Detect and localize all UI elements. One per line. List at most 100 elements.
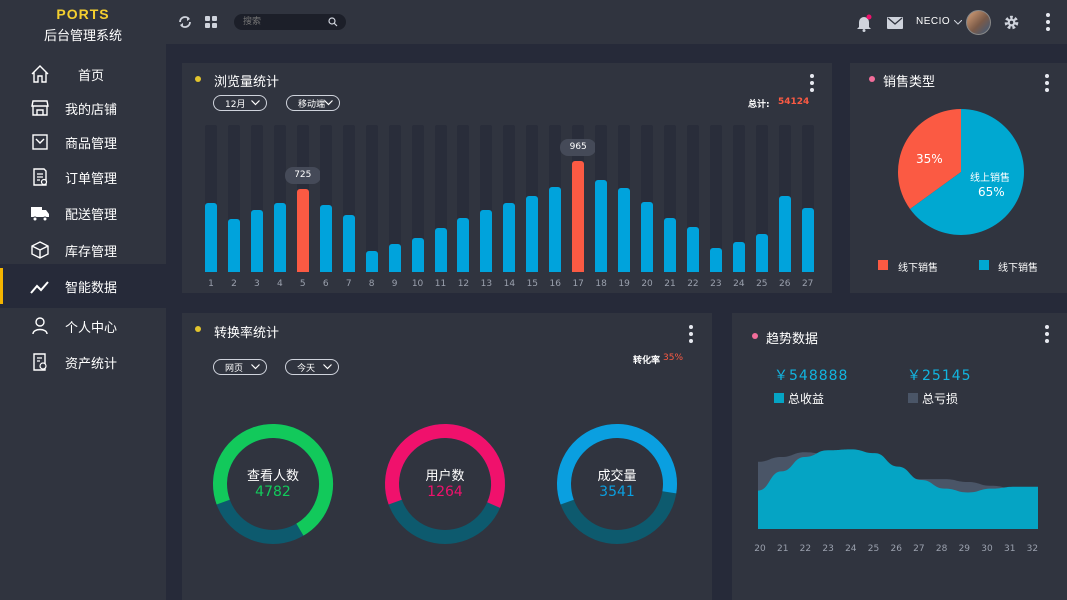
trend-icon bbox=[30, 281, 49, 294]
search-icon[interactable] bbox=[328, 17, 338, 27]
chevron-down-icon bbox=[251, 364, 260, 370]
bar-value-label: 965 bbox=[560, 139, 597, 157]
bar-6[interactable] bbox=[319, 205, 332, 272]
ring-deals: 成交量 3541 bbox=[556, 423, 678, 545]
x-tick-label: 27 bbox=[801, 279, 814, 289]
ring-label: 用户数 bbox=[425, 469, 465, 484]
x-tick-label: 10 bbox=[411, 279, 424, 289]
sidebar-item-home[interactable]: 首页 bbox=[0, 56, 166, 92]
sidebar-item-products[interactable]: 商品管理 bbox=[0, 124, 166, 160]
sales-more-icon[interactable] bbox=[1045, 74, 1049, 92]
ring-value: 3541 bbox=[599, 484, 635, 500]
bar-8[interactable] bbox=[365, 251, 378, 272]
brand-logo: PORTS bbox=[56, 6, 110, 22]
bar-4[interactable] bbox=[273, 203, 286, 272]
income-value: ￥548888 bbox=[774, 368, 849, 384]
trend-area-chart: 20 21 22 23 24 25 26 27 28 29 30 31 32 bbox=[754, 449, 1038, 554]
bar-11[interactable] bbox=[434, 228, 447, 272]
ring-label: 成交量 bbox=[597, 469, 637, 484]
sidebar-item-inventory[interactable]: 库存管理 bbox=[0, 232, 166, 268]
x-tick-label: 25 bbox=[756, 279, 768, 289]
box-icon bbox=[31, 241, 49, 259]
grid-icon[interactable] bbox=[205, 16, 217, 28]
bar-25[interactable] bbox=[755, 234, 768, 272]
month-filter[interactable]: 12月 bbox=[213, 95, 267, 111]
x-tick-label: 11 bbox=[434, 279, 447, 289]
ring-viewers: 查看人数 4782 bbox=[212, 423, 334, 545]
bar-20[interactable] bbox=[641, 201, 654, 272]
bar-16[interactable] bbox=[549, 186, 562, 272]
channel-filter[interactable]: 网页 bbox=[213, 359, 267, 375]
trend-more-icon[interactable] bbox=[1045, 325, 1049, 343]
more-options-icon[interactable] bbox=[1046, 13, 1050, 31]
month-filter-label: 12月 bbox=[225, 99, 246, 110]
bar-19[interactable] bbox=[618, 188, 631, 272]
bar-1[interactable] bbox=[205, 203, 217, 272]
sidebar-item-delivery[interactable]: 配送管理 bbox=[0, 195, 166, 231]
legend-swatch bbox=[774, 393, 784, 403]
x-tick-label: 23 bbox=[822, 544, 833, 554]
bar-26[interactable] bbox=[778, 196, 791, 272]
bar-27[interactable] bbox=[801, 207, 814, 272]
day-filter[interactable]: 今天 bbox=[285, 359, 339, 375]
sidebar-item-profile[interactable]: 个人中心 bbox=[0, 308, 166, 344]
legend-swatch bbox=[878, 260, 888, 270]
asset-icon bbox=[33, 353, 47, 371]
refresh-icon[interactable] bbox=[178, 15, 192, 29]
loss-label: 总亏损 bbox=[922, 392, 959, 406]
bar-18[interactable] bbox=[595, 180, 608, 272]
gear-icon[interactable] bbox=[1003, 14, 1020, 31]
chevron-down-icon[interactable] bbox=[954, 20, 962, 25]
conversion-more-icon[interactable] bbox=[689, 325, 693, 343]
order-icon bbox=[33, 168, 48, 186]
x-tick-label: 13 bbox=[480, 279, 493, 289]
pie-slice-1[interactable] bbox=[910, 109, 1024, 235]
bell-icon[interactable] bbox=[856, 14, 872, 32]
bar-2[interactable] bbox=[227, 219, 240, 272]
ring-label: 查看人数 bbox=[246, 469, 299, 484]
sidebar-item-smart-data[interactable]: 智能数据 bbox=[0, 264, 166, 308]
avatar[interactable] bbox=[966, 10, 991, 35]
bar-track bbox=[709, 125, 722, 272]
bar-24[interactable] bbox=[732, 242, 745, 272]
sidebar-item-store[interactable]: 我的店铺 bbox=[0, 90, 166, 126]
bar-5[interactable] bbox=[296, 188, 309, 272]
x-tick-label: 22 bbox=[687, 279, 699, 289]
x-tick-label: 25 bbox=[868, 544, 879, 554]
x-tick-label: 23 bbox=[710, 279, 722, 289]
channel-filter-label: 网页 bbox=[225, 363, 244, 374]
sidebar-item-assets[interactable]: 资产统计 bbox=[0, 344, 166, 380]
bar-7[interactable] bbox=[342, 214, 355, 272]
chevron-down-icon bbox=[251, 100, 260, 106]
bar-13[interactable] bbox=[480, 209, 493, 272]
x-tick-label: 20 bbox=[754, 544, 766, 554]
sidebar-item-orders[interactable]: 订单管理 bbox=[0, 159, 166, 195]
bar-23[interactable] bbox=[709, 247, 722, 272]
x-tick-label: 32 bbox=[1027, 544, 1038, 554]
sidebar-item-label: 智能数据 bbox=[65, 280, 118, 296]
search-box[interactable] bbox=[234, 14, 346, 30]
x-tick-label: 17 bbox=[572, 279, 584, 289]
product-icon bbox=[32, 134, 48, 150]
brand-system-name: 后台管理系统 bbox=[43, 29, 122, 44]
bar-3[interactable] bbox=[250, 209, 263, 272]
bar-17[interactable] bbox=[572, 161, 585, 272]
search-input[interactable] bbox=[243, 14, 323, 30]
mail-icon[interactable] bbox=[887, 17, 903, 29]
x-tick-label: 21 bbox=[777, 544, 788, 554]
bar-15[interactable] bbox=[526, 196, 539, 272]
bar-14[interactable] bbox=[503, 203, 516, 272]
bar-10[interactable] bbox=[411, 237, 424, 272]
pie-slice-0[interactable] bbox=[898, 109, 961, 210]
bar-12[interactable] bbox=[457, 217, 470, 272]
bar-9[interactable] bbox=[388, 244, 401, 272]
views-title: 浏览量统计 bbox=[214, 75, 280, 90]
bar-22[interactable] bbox=[686, 227, 699, 272]
sidebar-item-label: 个人中心 bbox=[65, 320, 118, 336]
sidebar-item-label: 资产统计 bbox=[65, 356, 118, 372]
bar-21[interactable] bbox=[664, 217, 676, 272]
views-more-icon[interactable] bbox=[810, 74, 814, 92]
username[interactable]: NECIO bbox=[916, 16, 951, 27]
device-filter[interactable]: 移动端 bbox=[286, 95, 340, 111]
legend-label: 线下销售 bbox=[898, 263, 938, 274]
